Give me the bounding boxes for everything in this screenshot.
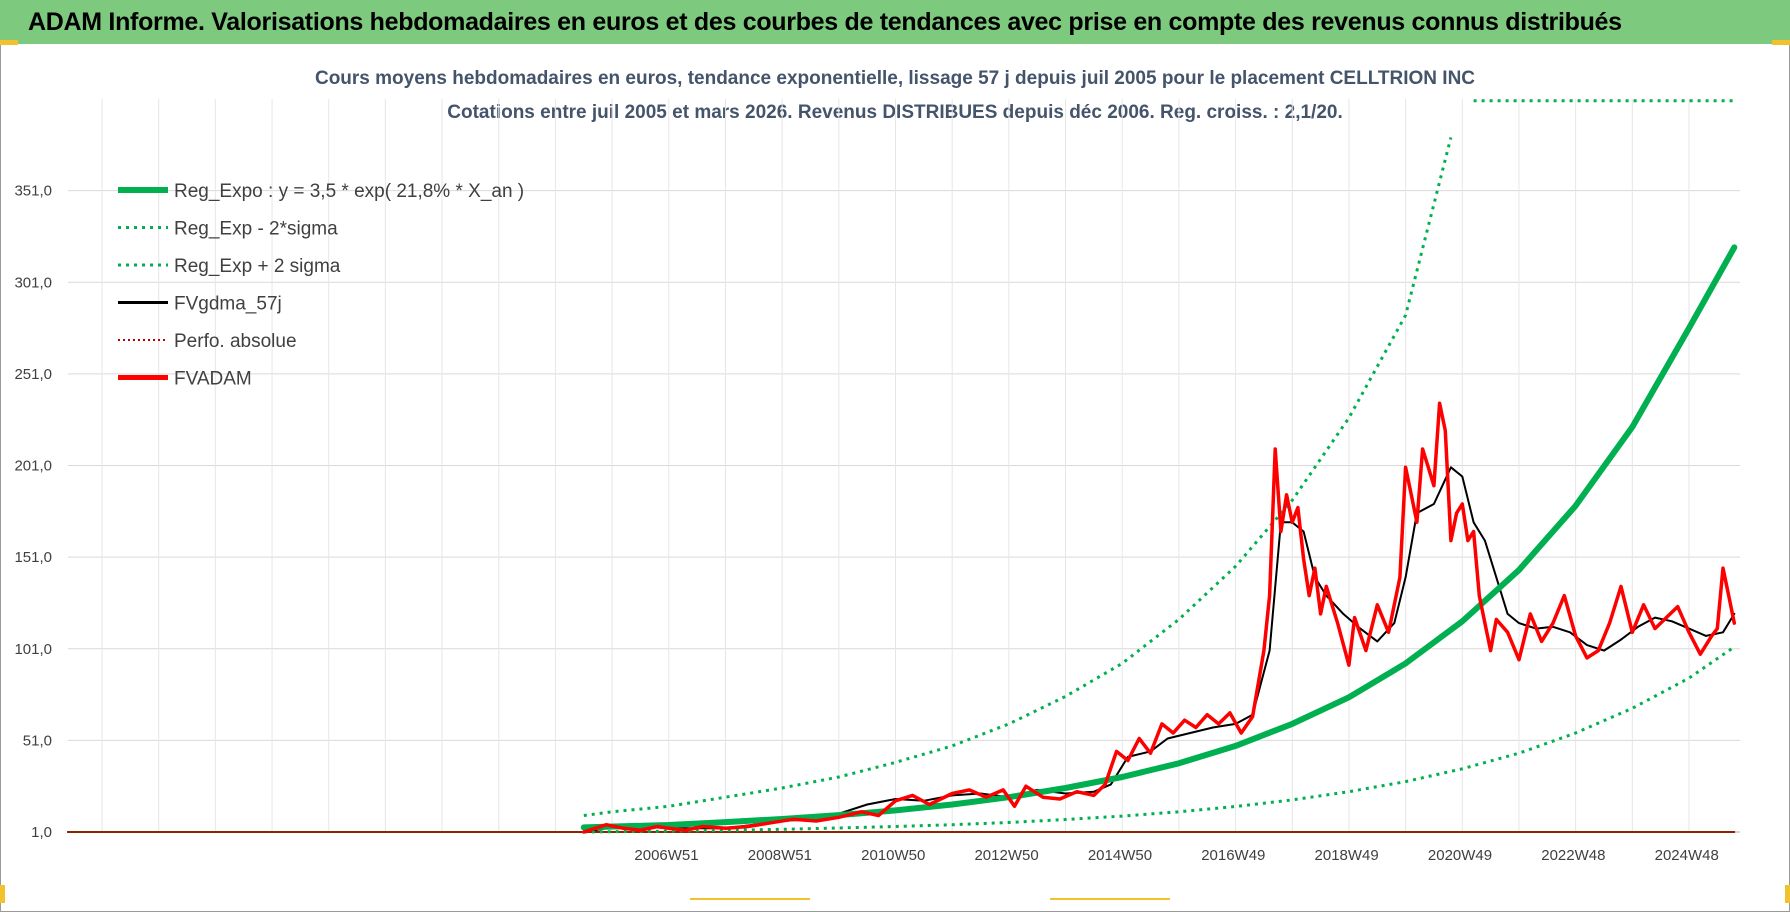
x-tick-label: 2006W51 [634,847,698,864]
series-fvadam [582,401,1737,834]
y-tick-label: 151,0 [14,549,52,566]
legend: Reg_Expo : y = 3,5 * exp( 21,8% * X_an )… [118,181,524,390]
x-tick-label: 2014W50 [1088,847,1152,864]
chart-title: Cours moyens hebdomadaires en euros, ten… [315,68,1475,89]
legend-label: FVADAM [174,369,252,390]
x-tick-label: 2022W48 [1541,847,1605,864]
corner-marker-bottom-right [1785,885,1790,903]
legend-label: Reg_Exp - 2*sigma [174,219,338,240]
series-reg-expo [580,244,1738,831]
series-group [67,99,1738,834]
report-header: ADAM Informe. Valorisations hebdomadaire… [0,0,1790,44]
line-chart: Cours moyens hebdomadaires en euros, ten… [14,68,1740,864]
corner-marker-top-right [1772,40,1790,45]
legend-label: Reg_Expo : y = 3,5 * exp( 21,8% * X_an ) [174,181,524,202]
y-axis: 1,0 51,0 101,0 151,0 201,0 251,0 301,0 351,0 [14,183,52,841]
legend-label: FVgdma_57j [174,294,282,315]
y-tick-label: 251,0 [14,366,52,383]
y-tick-label: 51,0 [23,732,52,749]
series-reg-exp-minus-2sigma [583,645,1736,834]
x-tick-label: 2018W49 [1315,847,1379,864]
y-tick-label: 1,0 [31,824,52,841]
y-tick-label: 351,0 [14,183,52,200]
y-tick-label: 201,0 [14,458,52,475]
gridlines [68,99,1740,833]
x-tick-label: 2010W50 [861,847,925,864]
x-axis: 2006W51 2008W51 2010W50 2012W50 2014W50 2016W… [634,847,1718,864]
report-title: ADAM Informe. Valorisations hebdomadaire… [28,7,1622,36]
legend-label: Reg_Exp + 2 sigma [174,256,341,277]
y-tick-label: 301,0 [14,274,52,291]
corner-marker-top-left [0,40,18,45]
x-tick-label: 2012W50 [974,847,1038,864]
bottom-highlight-2 [1050,898,1170,900]
x-tick-label: 2024W48 [1655,847,1719,864]
y-tick-label: 101,0 [14,641,52,658]
corner-marker-bottom-left [0,885,5,903]
series-fvgdma-57j [67,466,1736,833]
series-reg-exp-plus-2sigma [583,137,1453,817]
bottom-highlight-1 [690,898,810,900]
legend-label: Perfo. absolue [174,331,297,352]
x-tick-label: 2020W49 [1428,847,1492,864]
x-tick-label: 2016W49 [1201,847,1265,864]
x-tick-label: 2008W51 [748,847,812,864]
